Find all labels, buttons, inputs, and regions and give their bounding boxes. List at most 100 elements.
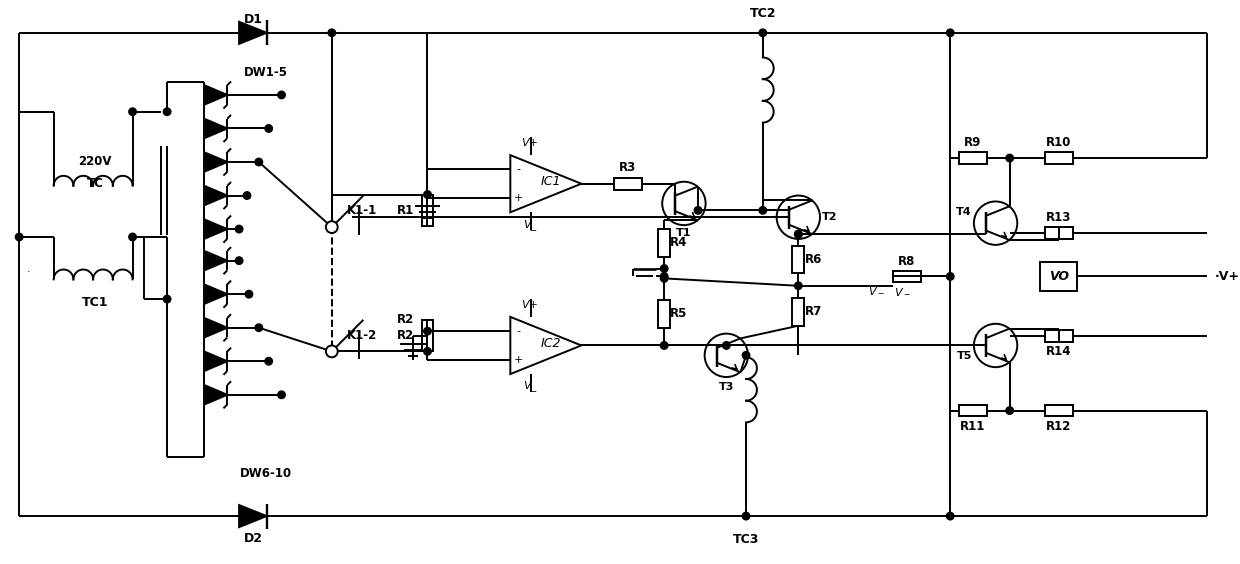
Circle shape xyxy=(424,347,432,355)
Text: R7: R7 xyxy=(805,306,822,319)
Bar xyxy=(422,320,434,351)
Circle shape xyxy=(661,275,668,282)
Text: V_: V_ xyxy=(523,219,537,230)
Text: V+: V+ xyxy=(522,138,538,148)
Circle shape xyxy=(326,221,337,233)
Text: T4: T4 xyxy=(956,208,972,217)
Text: -: - xyxy=(516,165,521,174)
Bar xyxy=(1040,262,1078,291)
Text: TC1: TC1 xyxy=(82,296,108,309)
Text: $V_-$: $V_-$ xyxy=(868,286,885,296)
Text: +: + xyxy=(513,193,523,203)
Text: R1: R1 xyxy=(397,204,414,217)
Circle shape xyxy=(15,233,22,241)
Circle shape xyxy=(246,290,253,298)
Polygon shape xyxy=(206,319,227,337)
Text: T2: T2 xyxy=(822,212,837,222)
Text: TC: TC xyxy=(87,177,103,190)
Circle shape xyxy=(795,282,802,289)
Text: 220V: 220V xyxy=(78,155,112,168)
Bar xyxy=(792,246,805,274)
Bar xyxy=(893,271,920,283)
Bar xyxy=(422,195,434,226)
Bar xyxy=(1045,404,1073,416)
Text: D2: D2 xyxy=(243,532,263,545)
Circle shape xyxy=(946,272,954,280)
Circle shape xyxy=(946,29,954,37)
Circle shape xyxy=(973,201,1017,245)
Polygon shape xyxy=(206,285,227,303)
Circle shape xyxy=(661,272,668,280)
Bar xyxy=(658,229,670,257)
Text: R2: R2 xyxy=(397,314,414,327)
Text: ·: · xyxy=(27,267,31,277)
Bar xyxy=(792,298,805,326)
Circle shape xyxy=(661,265,668,272)
Circle shape xyxy=(424,328,432,335)
Text: IC1: IC1 xyxy=(541,175,560,188)
Circle shape xyxy=(1006,407,1013,415)
Circle shape xyxy=(661,342,668,349)
Text: R8: R8 xyxy=(898,255,915,268)
Bar xyxy=(658,300,670,328)
Text: +: + xyxy=(513,355,523,365)
Text: T3: T3 xyxy=(719,382,734,392)
Text: D1: D1 xyxy=(243,14,263,27)
Circle shape xyxy=(723,342,730,349)
Text: K1-2: K1-2 xyxy=(347,329,377,342)
Text: ·V+: ·V+ xyxy=(1214,270,1240,283)
Bar xyxy=(959,152,987,164)
Circle shape xyxy=(255,324,263,332)
Polygon shape xyxy=(206,252,227,270)
Text: T5: T5 xyxy=(956,351,972,362)
Text: IC2: IC2 xyxy=(541,337,560,350)
Text: DW1-5: DW1-5 xyxy=(244,66,288,79)
Text: R2: R2 xyxy=(397,329,414,342)
Circle shape xyxy=(236,257,243,265)
Polygon shape xyxy=(206,153,227,171)
Circle shape xyxy=(129,108,136,116)
Bar xyxy=(1045,152,1073,164)
Text: -: - xyxy=(516,326,521,336)
Bar xyxy=(959,404,987,416)
Text: R10: R10 xyxy=(1047,136,1071,149)
Circle shape xyxy=(662,182,706,225)
Bar xyxy=(1045,227,1073,239)
Text: R5: R5 xyxy=(671,307,688,320)
Circle shape xyxy=(278,391,285,399)
Polygon shape xyxy=(206,119,227,138)
Text: R12: R12 xyxy=(1047,420,1071,433)
Polygon shape xyxy=(511,317,582,374)
Circle shape xyxy=(694,206,702,214)
Text: V_: V_ xyxy=(523,381,537,391)
Text: K1-1: K1-1 xyxy=(347,204,377,217)
Text: R9: R9 xyxy=(965,136,982,149)
Circle shape xyxy=(759,206,766,214)
Circle shape xyxy=(243,192,250,199)
Text: R11: R11 xyxy=(960,420,986,433)
Polygon shape xyxy=(511,155,582,212)
Bar xyxy=(1045,330,1073,342)
Polygon shape xyxy=(206,386,227,404)
Circle shape xyxy=(278,91,285,99)
Circle shape xyxy=(795,231,802,238)
Circle shape xyxy=(129,233,136,241)
Text: TC2: TC2 xyxy=(749,7,776,20)
Text: VO: VO xyxy=(1049,270,1069,283)
Text: R3: R3 xyxy=(619,161,636,174)
Circle shape xyxy=(329,29,336,37)
Circle shape xyxy=(759,29,766,37)
Circle shape xyxy=(255,158,263,166)
Circle shape xyxy=(946,512,954,520)
Text: DW6-10: DW6-10 xyxy=(239,467,291,480)
Text: R13: R13 xyxy=(1047,211,1071,224)
Circle shape xyxy=(424,191,432,199)
Text: TC3: TC3 xyxy=(733,533,759,546)
Polygon shape xyxy=(239,505,267,527)
Bar xyxy=(614,178,641,190)
Circle shape xyxy=(265,125,273,132)
Text: R14: R14 xyxy=(1047,345,1071,358)
Circle shape xyxy=(704,334,748,377)
Circle shape xyxy=(743,512,750,520)
Circle shape xyxy=(326,346,337,358)
